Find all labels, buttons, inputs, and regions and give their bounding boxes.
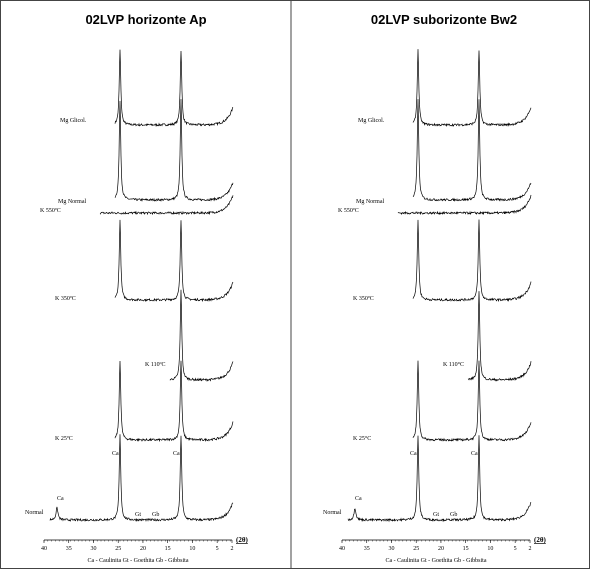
peak-label: Ca (471, 451, 478, 457)
x-label: (2θ) (236, 536, 248, 544)
trace-label: K 350ºC (353, 296, 374, 302)
diffractogram (169, 289, 234, 382)
tick-label: 15 (165, 546, 171, 552)
trace-label: K 550ºC (338, 208, 359, 214)
tick-label: 10 (487, 546, 493, 552)
diffractogram (114, 99, 234, 202)
tick-label: 35 (364, 546, 370, 552)
trace-label: Mg Glicol. (60, 118, 87, 124)
diffractogram (114, 49, 234, 127)
peak-label: Ca (410, 451, 417, 457)
diffractogram (412, 219, 532, 303)
diffractogram (49, 434, 234, 523)
diffractogram (397, 194, 532, 216)
peak-label: Gb (450, 512, 457, 518)
trace-label: Normal (25, 510, 44, 516)
trace-label: K 550ºC (40, 208, 61, 214)
trace-label: Mg Normal (58, 199, 86, 205)
peak-label: Ca (355, 496, 362, 502)
peak-label: Ca (112, 451, 119, 457)
tick-label: 40 (41, 546, 47, 552)
tick-label: 10 (189, 546, 195, 552)
diffractogram (412, 99, 532, 202)
tick-label: 30 (388, 546, 394, 552)
tick-label: 40 (339, 546, 345, 552)
tick-label: 5 (216, 546, 219, 552)
tick-label: 30 (90, 546, 96, 552)
diffractogram (412, 49, 532, 128)
legend: Ca - Caulinita Gt - Goethita Gb - Gibbsi… (88, 558, 189, 564)
tick-label: 20 (438, 546, 444, 552)
peak-label: Ca (57, 496, 64, 502)
trace-label: K 110ºC (145, 362, 165, 368)
diffractogram (99, 195, 234, 216)
tick-label: 2 (529, 546, 532, 552)
diffractogram (114, 219, 234, 303)
peak-label: Ca (173, 451, 180, 457)
panel-title: 02LVP suborizonte Bw2 (371, 12, 517, 27)
tick-label: 25 (115, 546, 121, 552)
diffractogram (347, 435, 532, 523)
diffractogram (467, 291, 532, 382)
x-label: (2θ) (534, 536, 546, 544)
trace-label: K 110°C (443, 361, 464, 368)
tick-label: 35 (66, 546, 72, 552)
trace-label: K 25°C (353, 435, 371, 442)
peak-label: Gb (152, 512, 159, 518)
diffractogram (412, 360, 532, 442)
trace-label: Mg Normal (356, 199, 384, 205)
tick-label: 20 (140, 546, 146, 552)
diffractogram (114, 360, 234, 443)
trace-label: Mg Glicol. (358, 118, 385, 124)
legend: Ca - Caulinita Gt - Goethita Gb - Gibbsi… (386, 558, 487, 564)
tick-label: 5 (514, 546, 517, 552)
tick-label: 15 (463, 546, 469, 552)
trace-label: K 25ºC (55, 436, 73, 442)
trace-label: Normal (323, 510, 342, 516)
tick-label: 25 (413, 546, 419, 552)
tick-label: 2 (231, 546, 234, 552)
panel-title: 02LVP horizonte Ap (85, 12, 206, 27)
peak-label: Gt (433, 512, 439, 518)
trace-label: K 350ºC (55, 296, 76, 302)
peak-label: Gt (135, 512, 141, 518)
